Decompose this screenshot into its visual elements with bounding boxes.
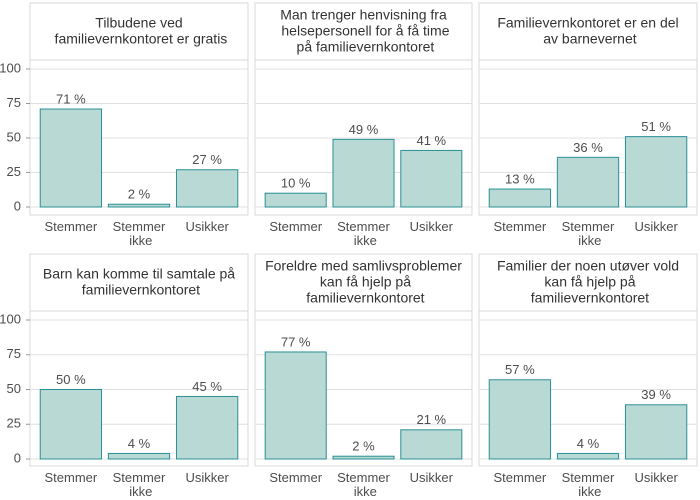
value-label: 51 %: [641, 119, 671, 134]
y-tick-label: 100: [0, 60, 21, 75]
x-tick-label: Usikker: [185, 470, 229, 485]
bar: [264, 192, 327, 208]
x-tick-label: Stemmer: [269, 219, 322, 234]
x-tick-label: Stemmer: [45, 219, 98, 234]
value-label: 57 %: [505, 362, 535, 377]
x-tick-label: Usikker: [634, 219, 678, 234]
value-label: 50 %: [56, 372, 86, 387]
bar: [264, 351, 327, 460]
x-tick-label: Stemmer ikke: [337, 219, 390, 248]
panel-title: Foreldre med samlivsproblemer kan få hje…: [265, 257, 462, 305]
value-label: 36 %: [573, 140, 603, 155]
x-tick-label: Stemmer: [494, 219, 547, 234]
panel-title: Familievernkontoret er en del av barneve…: [497, 14, 678, 46]
x-tick-label: Stemmer: [45, 470, 98, 485]
panel-title: Man trenger henvisning fra helsepersonel…: [278, 6, 450, 54]
x-tick-label: Stemmer: [269, 470, 322, 485]
bar: [175, 395, 239, 460]
value-label: 45 %: [192, 379, 222, 394]
x-tick-label: Usikker: [410, 470, 454, 485]
bar: [39, 389, 103, 460]
bar: [400, 149, 463, 208]
x-tick-label: Stemmer ikke: [562, 470, 615, 499]
value-label: 2 %: [352, 439, 375, 454]
bar: [488, 379, 552, 460]
panel-title: Familier der noen utøver vold kan få hje…: [497, 257, 679, 305]
bar: [175, 169, 239, 208]
value-label: 10 %: [281, 176, 311, 191]
value-label: 77 %: [281, 334, 311, 349]
panel-header: [254, 253, 473, 312]
x-tick-label: Stemmer: [494, 470, 547, 485]
y-tick-label: 0: [14, 450, 21, 465]
y-tick-label: 25: [7, 164, 21, 179]
x-tick-label: Usikker: [634, 470, 678, 485]
value-label: 4 %: [128, 436, 151, 451]
value-label: 41 %: [416, 133, 446, 148]
panel-title: Barn kan komme til samtale på familiever…: [43, 265, 235, 297]
bar: [107, 203, 171, 208]
x-tick-label: Stemmer ikke: [562, 219, 615, 248]
y-tick-label: 25: [7, 416, 21, 431]
bar: [400, 429, 463, 460]
bar: [556, 452, 620, 460]
value-label: 71 %: [56, 91, 86, 106]
value-label: 2 %: [128, 187, 151, 202]
bar: [624, 136, 688, 208]
bar: [556, 156, 620, 208]
y-tick-label: 75: [7, 95, 21, 110]
y-tick-label: 50: [7, 129, 21, 144]
y-tick-label: 75: [7, 346, 21, 361]
value-label: 49 %: [349, 122, 379, 137]
y-tick-label: 50: [7, 381, 21, 396]
x-tick-label: Stemmer ikke: [113, 470, 166, 499]
bar: [488, 188, 552, 208]
panel-header: [29, 2, 249, 61]
bar: [332, 138, 395, 208]
bar: [107, 452, 171, 460]
x-tick-label: Stemmer ikke: [337, 470, 390, 499]
bar: [332, 455, 395, 460]
value-label: 13 %: [505, 171, 535, 186]
panel-header: [478, 2, 698, 61]
x-tick-label: Usikker: [410, 219, 454, 234]
x-tick-label: Stemmer ikke: [113, 219, 166, 248]
value-label: 27 %: [192, 152, 222, 167]
value-label: 39 %: [641, 387, 671, 402]
panel-header: [29, 253, 249, 312]
value-label: 4 %: [577, 436, 600, 451]
y-tick-label: 0: [14, 198, 21, 213]
panel-header: [478, 253, 698, 312]
bar: [39, 108, 103, 208]
value-label: 21 %: [416, 412, 446, 427]
bar: [624, 404, 688, 460]
panel-title: Tilbudene ved familievernkontoret er gra…: [51, 14, 228, 46]
y-tick-label: 100: [0, 311, 21, 326]
x-tick-label: Usikker: [185, 219, 229, 234]
